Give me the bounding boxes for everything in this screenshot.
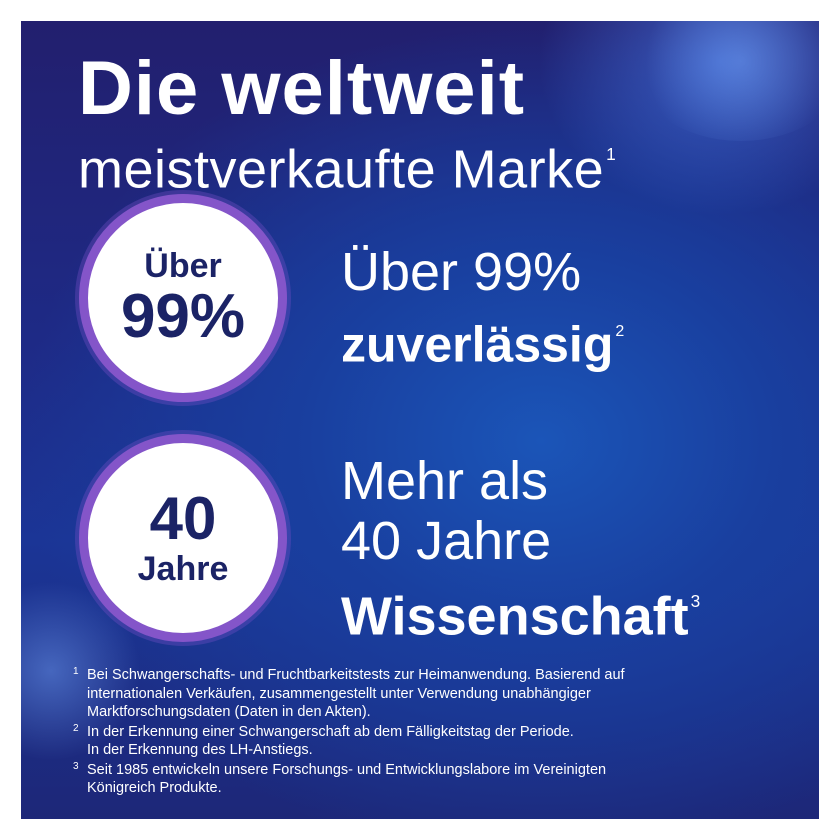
- reliability-badge: Über 99%: [79, 194, 287, 402]
- footnote-line: In der Erkennung einer Schwangerschaft a…: [87, 723, 574, 740]
- background-glow: [631, 21, 819, 141]
- footnote-line: Marktforschungsdaten (Daten in den Akten…: [87, 704, 371, 720]
- claim-bold-line: Wissenschaft 3: [341, 571, 700, 647]
- footnote-ref-1: 1: [606, 144, 617, 164]
- footnote-1: 1 Bei Schwangerschafts- und Fruchtbarkei…: [71, 666, 771, 722]
- footnote-ref-3: 3: [690, 591, 701, 611]
- promo-panel: Die weltweit meistverkaufte Marke 1 Über …: [21, 21, 819, 819]
- footnote-line: Seit 1985 entwickeln unsere Forschungs- …: [87, 761, 607, 778]
- claim-bold-line: zuverlässig 2: [341, 302, 624, 375]
- footnote-line: internationalen Verkäufen, zusammengeste…: [87, 685, 591, 702]
- headline-line-2: meistverkaufte Marke 1: [78, 124, 616, 200]
- years-badge: 40 Jahre: [79, 434, 287, 642]
- headline-line-2-text: meistverkaufte Marke: [78, 139, 605, 200]
- badge-top-text: Über: [144, 247, 222, 285]
- footnote-line: Bei Schwangerschafts- und Fruchtbarkeits…: [87, 667, 625, 683]
- footnote-mark: 2: [73, 722, 79, 734]
- footnote-line: Königreich Produkte.: [87, 780, 222, 796]
- badge-main-text: Jahre: [137, 550, 229, 588]
- claim-line: Mehr als: [341, 451, 549, 511]
- footnote-2: 2 In der Erkennung einer Schwangerschaft…: [71, 723, 771, 760]
- footnote-mark: 1: [73, 666, 79, 677]
- claim-line: 40 Jahre: [341, 511, 552, 571]
- footnotes: 1 Bei Schwangerschafts- und Fruchtbarkei…: [71, 666, 771, 799]
- footnote-ref-2: 2: [615, 323, 625, 340]
- footnote-3: 3 Seit 1985 entwickeln unsere Forschungs…: [71, 761, 771, 798]
- claim-bold-text: zuverlässig: [341, 316, 614, 373]
- claim-line: Über 99%: [341, 242, 582, 302]
- reliability-claim: Über 99% zuverlässig 2: [341, 242, 624, 375]
- headline-line-1: Die weltweit: [78, 46, 525, 131]
- footnote-line: In der Erkennung des LH-Anstiegs.: [87, 742, 313, 758]
- science-claim: Mehr als 40 Jahre Wissenschaft 3: [341, 451, 700, 647]
- badge-main-text: 99%: [120, 282, 246, 351]
- badge-top-text: 40: [149, 485, 217, 552]
- footnote-mark: 3: [73, 760, 79, 772]
- claim-bold-text: Wissenschaft: [341, 586, 689, 647]
